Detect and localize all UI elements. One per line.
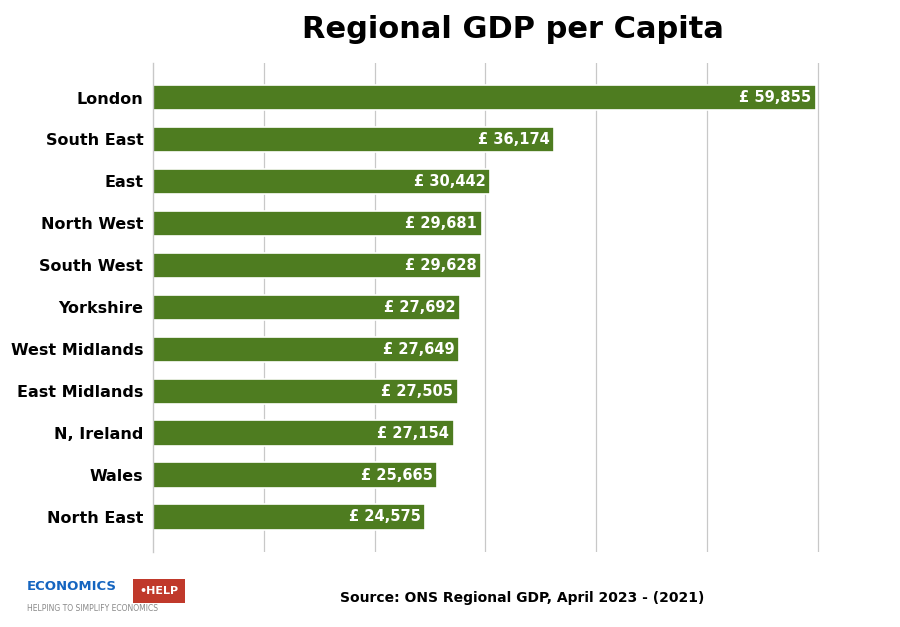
- Bar: [153, 337, 459, 362]
- Text: £ 27,505: £ 27,505: [382, 384, 454, 399]
- Text: £ 30,442: £ 30,442: [414, 174, 486, 189]
- Bar: [153, 463, 437, 488]
- Text: Source: ONS Regional GDP, April 2023 - (2021): Source: ONS Regional GDP, April 2023 - (…: [340, 591, 704, 605]
- Bar: [153, 379, 458, 404]
- Text: £ 29,681: £ 29,681: [406, 216, 477, 231]
- Bar: [153, 253, 482, 278]
- Text: £ 36,174: £ 36,174: [478, 132, 549, 147]
- Bar: [153, 211, 482, 236]
- Bar: [153, 85, 816, 110]
- Text: ECONOMICS: ECONOMICS: [27, 579, 117, 593]
- Text: £ 29,628: £ 29,628: [405, 258, 477, 273]
- Text: £ 25,665: £ 25,665: [361, 468, 433, 483]
- Title: Regional GDP per Capita: Regional GDP per Capita: [302, 14, 724, 44]
- Text: £ 24,575: £ 24,575: [349, 510, 421, 524]
- Text: £ 59,855: £ 59,855: [740, 90, 812, 105]
- Bar: [153, 127, 554, 152]
- Bar: [153, 295, 460, 320]
- Bar: [153, 421, 454, 446]
- Text: •HELP: •HELP: [140, 586, 179, 596]
- Text: £ 27,154: £ 27,154: [377, 426, 449, 441]
- Bar: [153, 169, 490, 194]
- Bar: [153, 504, 425, 530]
- Text: £ 27,649: £ 27,649: [383, 342, 454, 357]
- Text: £ 27,692: £ 27,692: [383, 300, 455, 315]
- Text: HELPING TO SIMPLIFY ECONOMICS: HELPING TO SIMPLIFY ECONOMICS: [27, 604, 158, 613]
